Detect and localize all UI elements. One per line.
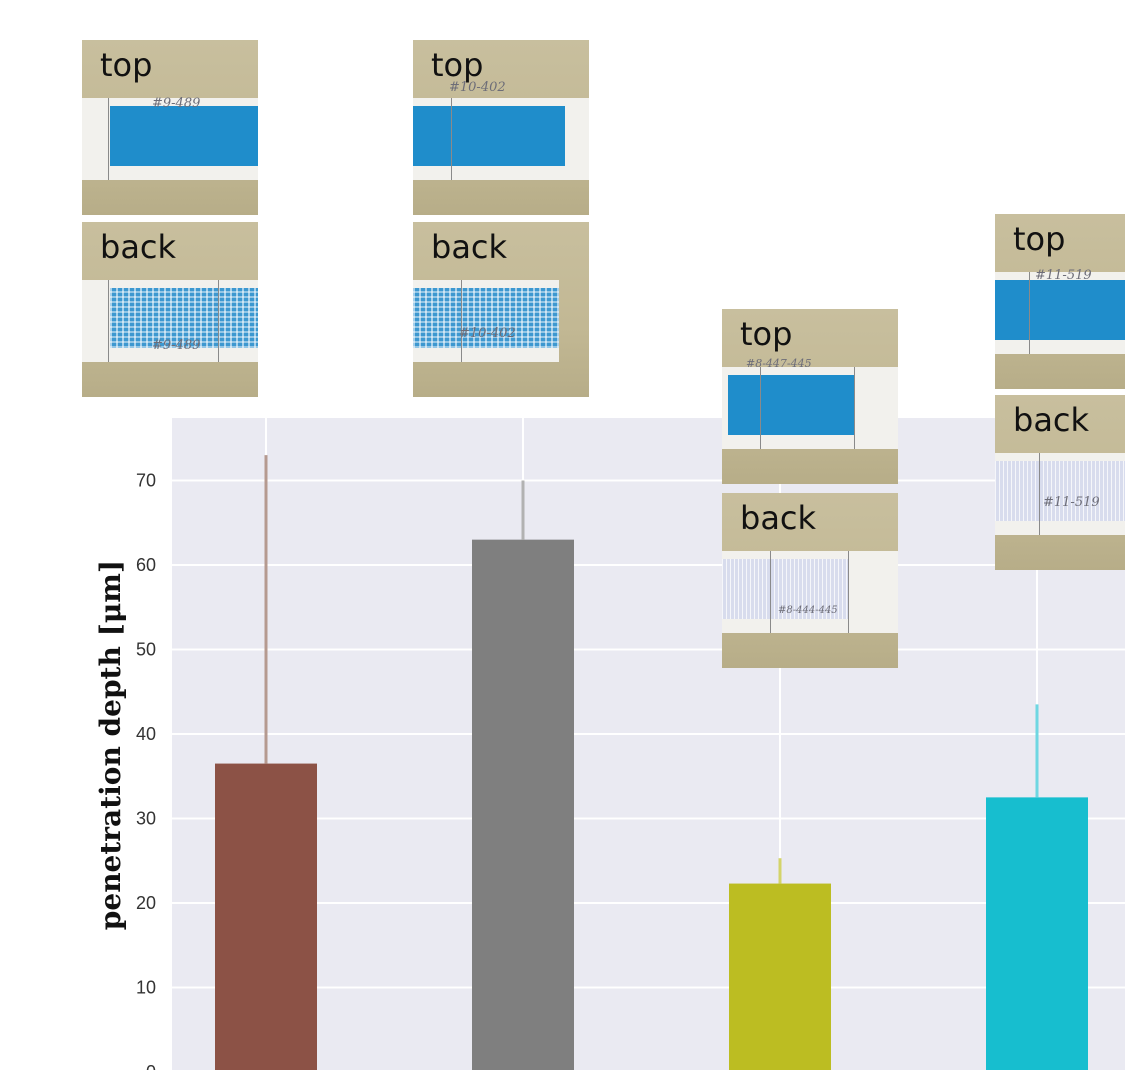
y-tick-label: 60 xyxy=(136,555,156,575)
bar-4 xyxy=(986,797,1088,1070)
y-axis-label: penetration depth [μm] xyxy=(94,560,127,930)
photo-top-2: #10-402 top xyxy=(413,40,589,215)
photo-top-label: top xyxy=(431,46,484,84)
photo-writing: #9-489 xyxy=(152,338,201,353)
photo-writing: #10-402 xyxy=(449,80,506,95)
photo-back-4: #11-519 back xyxy=(995,395,1125,570)
y-tick-label: 70 xyxy=(136,471,156,491)
photo-writing: #10-402 xyxy=(459,326,516,341)
bars xyxy=(215,539,1088,1070)
photo-back-2: #10-402 back xyxy=(413,222,589,397)
y-tick-label: 30 xyxy=(136,809,156,829)
photo-top-3: #8-447-445 top xyxy=(722,309,898,484)
y-tick-labels: 0 10 20 30 40 50 60 70 xyxy=(136,471,156,1070)
error-bars xyxy=(264,455,1039,884)
y-tick-label: 0 xyxy=(146,1062,156,1070)
photo-top-label: top xyxy=(100,46,153,84)
photo-back-label: back xyxy=(740,499,817,537)
photo-top-label: top xyxy=(740,315,793,353)
photo-writing: #8-447-445 xyxy=(746,357,812,370)
photo-writing: #9-489 xyxy=(152,96,201,111)
photo-back-label: back xyxy=(431,228,508,266)
y-tick-label: 40 xyxy=(136,724,156,744)
photo-writing: #11-519 xyxy=(1043,495,1100,510)
photo-top-1: #9-489 top xyxy=(82,40,258,215)
photo-back-3: #8-444-445 back xyxy=(722,493,898,668)
y-tick-label: 20 xyxy=(136,893,156,913)
photo-back-label: back xyxy=(100,228,177,266)
y-tick-label: 50 xyxy=(136,640,156,660)
bar-1 xyxy=(215,763,317,1070)
photo-back-label: back xyxy=(1013,401,1090,439)
y-tick-label: 10 xyxy=(136,978,156,998)
photo-back-1: #9-489 back xyxy=(82,222,258,397)
photo-top-4: #11-519 top xyxy=(995,214,1125,389)
plot-area xyxy=(172,418,1125,1070)
bar-2 xyxy=(472,539,574,1070)
photo-writing: #11-519 xyxy=(1035,268,1092,283)
photo-top-label: top xyxy=(1013,220,1066,258)
bar-3 xyxy=(729,883,831,1070)
photo-writing: #8-444-445 xyxy=(778,605,838,616)
